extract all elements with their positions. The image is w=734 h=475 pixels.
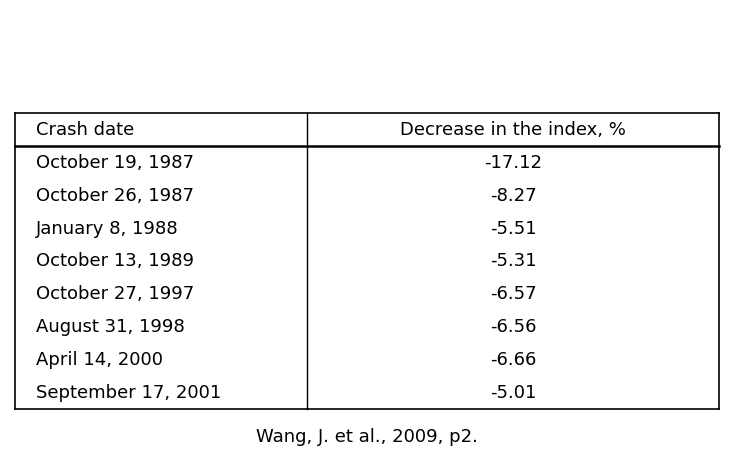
Text: September 17, 2001: September 17, 2001 (36, 384, 221, 402)
Text: August 31, 1998: August 31, 1998 (36, 318, 184, 336)
Text: -5.31: -5.31 (490, 253, 537, 270)
Text: October 27, 1997: October 27, 1997 (36, 285, 194, 304)
Text: April 14, 2000: April 14, 2000 (36, 351, 163, 369)
Text: -6.57: -6.57 (490, 285, 537, 304)
Text: Decrease in the index, %: Decrease in the index, % (400, 121, 626, 139)
Text: Wang, J. et al., 2009, p2.: Wang, J. et al., 2009, p2. (256, 428, 478, 446)
Text: January 8, 1988: January 8, 1988 (36, 219, 178, 238)
Text: Crash date: Crash date (36, 121, 134, 139)
Text: October 13, 1989: October 13, 1989 (36, 253, 194, 270)
Text: -6.56: -6.56 (490, 318, 537, 336)
Text: -5.01: -5.01 (490, 384, 537, 402)
Text: -8.27: -8.27 (490, 187, 537, 205)
Text: October 26, 1987: October 26, 1987 (36, 187, 194, 205)
Text: -6.66: -6.66 (490, 351, 537, 369)
Text: October 19, 1987: October 19, 1987 (36, 154, 194, 172)
Text: -5.51: -5.51 (490, 219, 537, 238)
Text: Table 5: Stock market crashes during the period 1987-2001: Table 5: Stock market crashes during the… (40, 34, 694, 53)
Text: -17.12: -17.12 (484, 154, 542, 172)
